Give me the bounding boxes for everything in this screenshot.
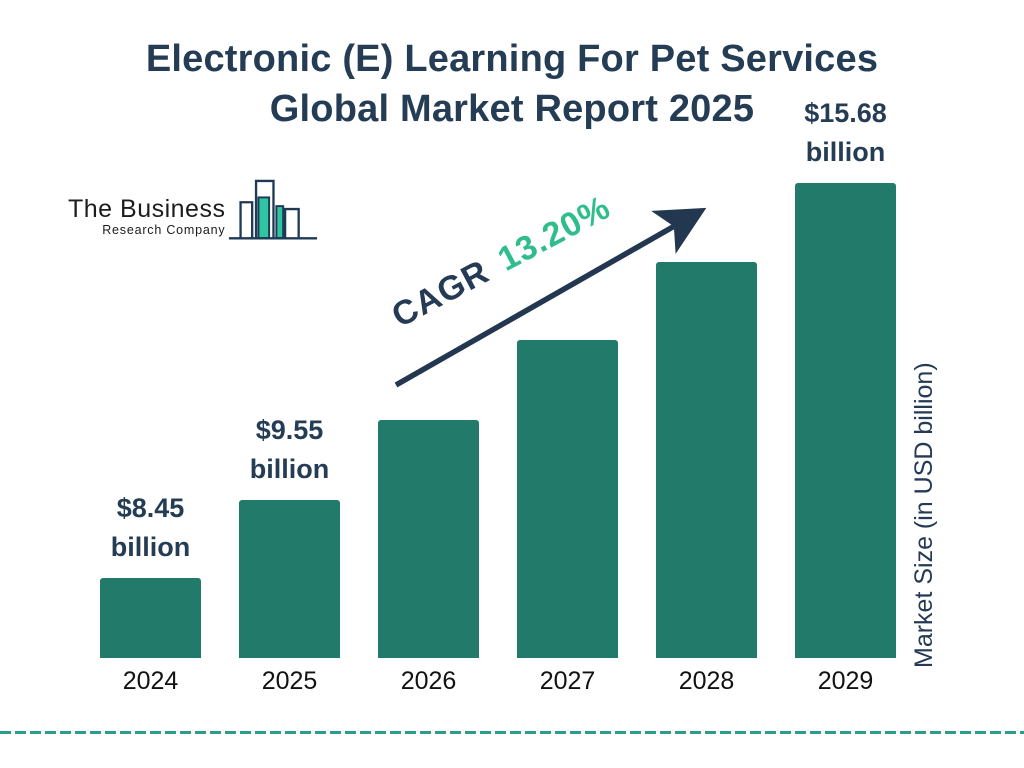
company-logo-text: The Business Research Company xyxy=(68,194,226,244)
bar-value-label-2025: $9.55 billion xyxy=(249,415,330,484)
x-tick-2024: 2024 xyxy=(122,667,179,695)
x-tick-2029: 2029 xyxy=(817,667,874,695)
company-subname: Research Company xyxy=(102,222,226,237)
x-tick-2025: 2025 xyxy=(261,667,318,695)
company-name: The Business xyxy=(68,194,226,223)
x-tick-2026: 2026 xyxy=(400,667,457,695)
bar-2025: $9.55 billion 2025 xyxy=(239,415,340,695)
company-logo: The Business Research Company xyxy=(68,176,319,244)
bar-chart-logo-icon xyxy=(229,179,318,240)
bar-2026: 2026 xyxy=(378,420,479,695)
page-title: Electronic (E) Learning For Pet Services… xyxy=(0,34,1024,134)
x-tick-2027: 2027 xyxy=(539,667,596,695)
bar-2029: $15.68 billion 2029 xyxy=(795,98,896,695)
bottom-dashed-divider xyxy=(0,731,1024,734)
bar-2027: 2027 xyxy=(517,340,618,695)
bar-value-label-2024: $8.45 billion xyxy=(110,493,191,562)
bar-2028: 2028 xyxy=(656,262,757,695)
page-title-line1: Electronic (E) Learning For Pet Services xyxy=(145,38,879,80)
x-tick-2028: 2028 xyxy=(678,667,735,695)
page-title-line2: Global Market Report 2025 xyxy=(269,88,755,131)
bar-2024: $8.45 billion 2024 xyxy=(100,493,201,695)
y-axis-label: Market Size (in USD billion) xyxy=(910,362,938,668)
bar-value-label-2029: $15.68 billion xyxy=(804,98,887,167)
